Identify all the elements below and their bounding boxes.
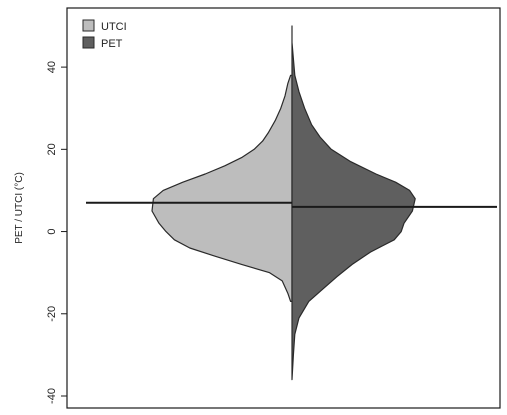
y-tick-label: 20 (46, 143, 58, 155)
y-tick-label: 0 (46, 228, 58, 234)
y-axis-label: PET / UTCI (°C) (14, 172, 25, 244)
legend-swatch-utci (82, 19, 95, 32)
y-tick-label: -20 (46, 306, 58, 322)
legend: UTCI PET (82, 19, 127, 50)
plot-area (86, 25, 497, 381)
legend-label-pet: PET (101, 38, 123, 50)
legend-label-utci: UTCI (101, 21, 127, 33)
y-tick-label: 40 (46, 61, 58, 73)
plot-frame (66, 7, 501, 409)
violin-half-pet (291, 25, 416, 381)
legend-swatch-pet (82, 36, 95, 49)
y-axis: -40 -20 0 20 40 PET / UTCI (°C) (14, 7, 501, 409)
violin-half-utci (151, 74, 293, 302)
y-tick-label: -40 (46, 388, 58, 404)
